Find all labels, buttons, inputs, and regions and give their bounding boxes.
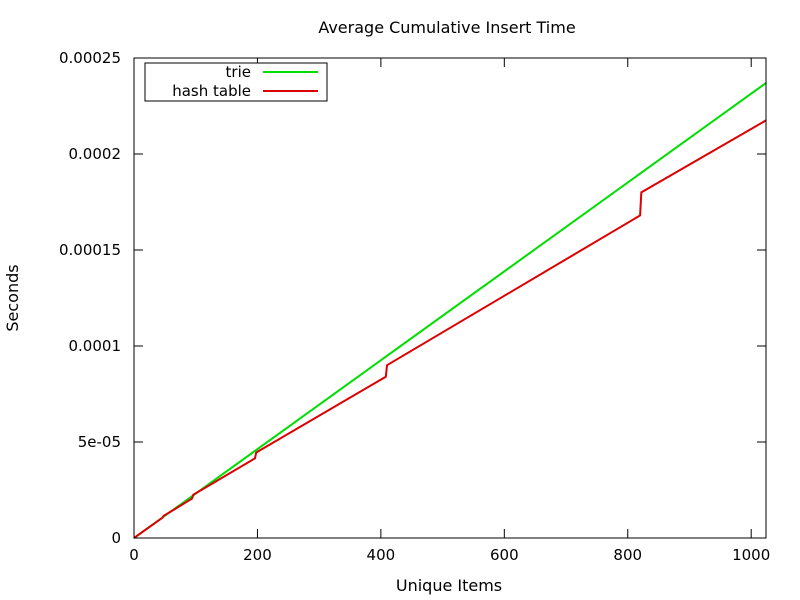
x-tick-label: 1000 bbox=[732, 546, 770, 564]
x-axis-label: Unique Items bbox=[396, 576, 502, 595]
y-axis-label: Seconds bbox=[3, 264, 22, 331]
y-tick-label: 0.00025 bbox=[59, 49, 121, 67]
y-tick-label: 0.0001 bbox=[69, 337, 122, 355]
axis-ticks: 0 200 400 600 800 1000 0 5e-05 0.0001 0.00015 0.00… bbox=[59, 49, 770, 564]
y-tick-label: 0 bbox=[111, 529, 121, 547]
legend: trie hash table bbox=[144, 62, 328, 102]
series-line-trie bbox=[133, 82, 767, 539]
x-tick-label: 0 bbox=[129, 546, 139, 564]
series-line-hash-table bbox=[133, 119, 767, 539]
x-tick-label: 800 bbox=[613, 546, 642, 564]
plot-frame bbox=[133, 57, 767, 539]
x-tick-label: 400 bbox=[367, 546, 396, 564]
legend-label-hash-table: hash table bbox=[172, 82, 251, 100]
x-tick-label: 200 bbox=[243, 546, 272, 564]
legend-box bbox=[144, 62, 328, 102]
legend-label-trie: trie bbox=[226, 63, 251, 81]
x-tick-label: 600 bbox=[490, 546, 519, 564]
y-tick-label: 0.00015 bbox=[59, 241, 121, 259]
y-tick-label: 0.0002 bbox=[69, 145, 122, 163]
series-group bbox=[133, 82, 767, 539]
chart-title: Average Cumulative Insert Time bbox=[318, 18, 575, 37]
y-tick-label: 5e-05 bbox=[78, 433, 121, 451]
